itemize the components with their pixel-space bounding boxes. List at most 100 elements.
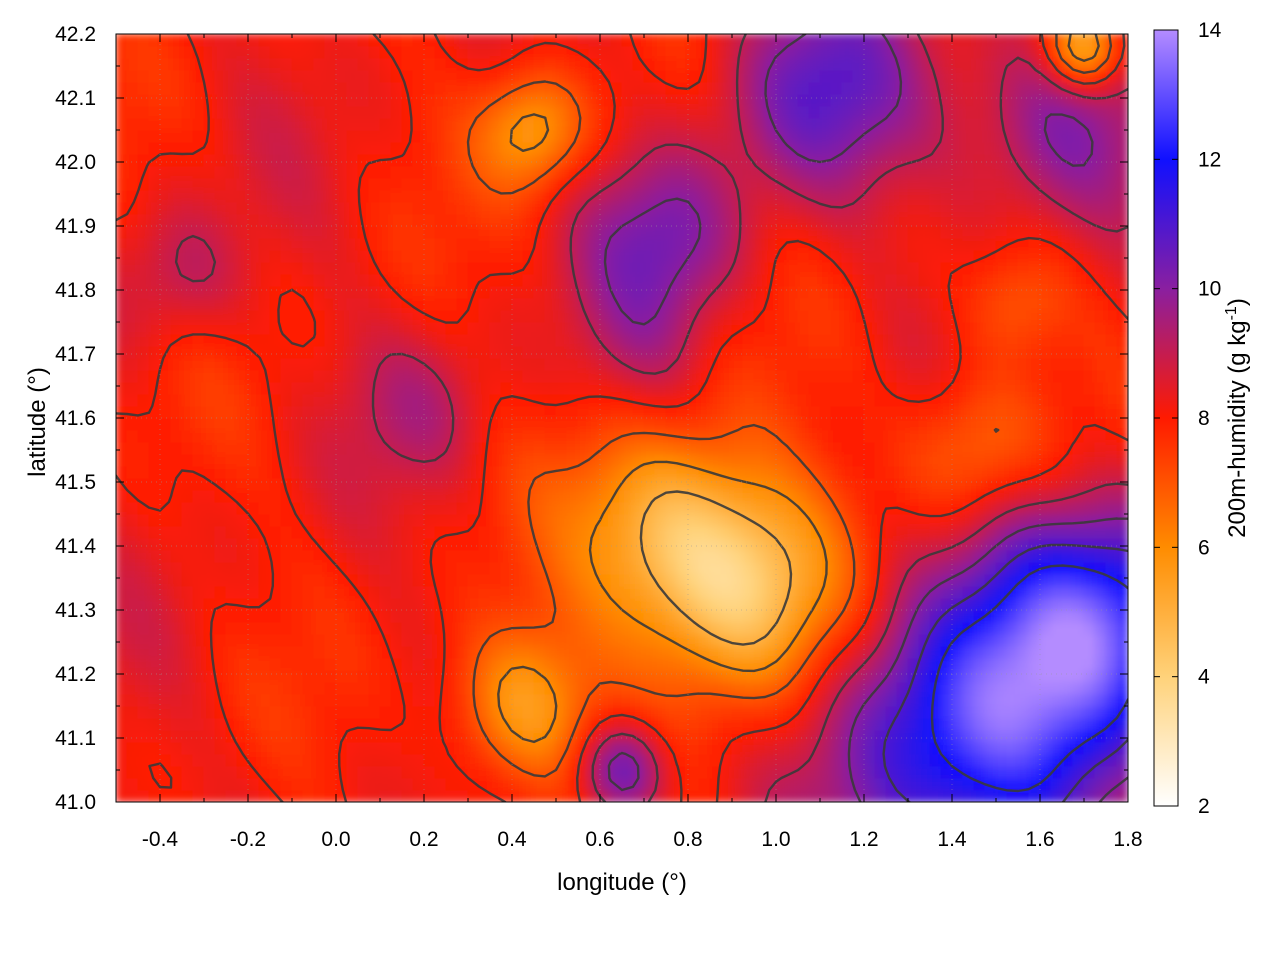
heat-cell xyxy=(544,333,557,347)
heat-cell xyxy=(687,165,700,179)
heat-cell xyxy=(786,693,799,707)
heat-cell xyxy=(698,165,711,179)
heat-cell xyxy=(1105,633,1118,647)
heat-cell xyxy=(379,261,392,275)
heat-cell xyxy=(467,393,480,407)
heat-cell xyxy=(1017,597,1030,611)
heat-cell xyxy=(918,465,931,479)
heat-cell xyxy=(709,381,722,395)
heat-cell xyxy=(203,705,216,719)
heat-cell xyxy=(192,345,205,359)
heat-cell xyxy=(445,777,458,791)
heat-cell xyxy=(599,165,612,179)
heat-cell xyxy=(423,273,436,287)
heat-cell xyxy=(500,381,513,395)
heat-cell xyxy=(423,417,436,431)
heat-cell xyxy=(148,621,161,635)
heat-cell xyxy=(1061,753,1074,767)
heat-cell xyxy=(544,501,557,515)
heat-cell xyxy=(116,561,128,575)
heat-cell xyxy=(951,513,964,527)
heat-cell xyxy=(588,417,601,431)
heat-cell xyxy=(830,549,843,563)
heat-cell xyxy=(478,765,491,779)
heat-cell xyxy=(291,561,304,575)
heat-cell xyxy=(973,597,986,611)
heat-cell xyxy=(116,141,128,155)
heat-cell xyxy=(1017,729,1030,743)
heat-cell xyxy=(357,645,370,659)
heat-cell xyxy=(896,405,909,419)
heat-cell xyxy=(324,165,337,179)
heat-cell xyxy=(852,441,865,455)
heat-cell xyxy=(225,513,238,527)
heat-cell xyxy=(313,669,326,683)
heat-cell xyxy=(335,405,348,419)
heat-cell xyxy=(1006,273,1019,287)
heat-cell xyxy=(137,273,150,287)
heat-cell xyxy=(1116,165,1128,179)
heat-cell xyxy=(951,213,964,227)
heat-cell xyxy=(203,549,216,563)
heat-cell xyxy=(621,561,634,575)
heat-cell xyxy=(192,741,205,755)
heat-cell xyxy=(346,573,359,587)
heat-cell xyxy=(577,777,590,791)
heat-cell xyxy=(709,549,722,563)
heat-cell xyxy=(621,285,634,299)
heat-cell xyxy=(456,693,469,707)
heat-cell xyxy=(555,525,568,539)
heat-cell xyxy=(313,561,326,575)
heat-cell xyxy=(918,501,931,515)
heat-cell xyxy=(247,789,260,802)
heat-cell xyxy=(621,789,634,802)
heat-cell xyxy=(1083,705,1096,719)
heat-cell xyxy=(808,537,821,551)
heat-cell xyxy=(544,165,557,179)
heat-cell xyxy=(247,693,260,707)
heat-cell xyxy=(896,345,909,359)
heat-cell xyxy=(148,693,161,707)
heat-cell xyxy=(214,789,227,802)
heat-cell xyxy=(346,549,359,563)
heat-cell xyxy=(786,537,799,551)
heat-cell xyxy=(918,381,931,395)
heat-cell xyxy=(698,189,711,203)
heat-cell xyxy=(1083,537,1096,551)
heat-cell xyxy=(302,765,315,779)
heat-cell xyxy=(1028,285,1041,299)
heat-cell xyxy=(577,417,590,431)
heat-cell xyxy=(632,441,645,455)
heat-cell xyxy=(423,177,436,191)
heat-cell xyxy=(533,441,546,455)
heat-cell xyxy=(214,357,227,371)
heat-cell xyxy=(830,165,843,179)
heat-cell xyxy=(247,561,260,575)
heat-cell xyxy=(555,585,568,599)
heat-cell xyxy=(357,345,370,359)
heat-cell xyxy=(511,573,524,587)
heat-cell xyxy=(434,285,447,299)
heat-cell xyxy=(302,681,315,695)
heat-cell xyxy=(566,561,579,575)
heat-cell xyxy=(643,441,656,455)
heat-cell xyxy=(555,453,568,467)
heat-cell xyxy=(225,441,238,455)
heat-cell xyxy=(269,333,282,347)
heat-cell xyxy=(456,417,469,431)
heat-cell xyxy=(588,633,601,647)
heat-cell xyxy=(346,357,359,371)
heat-cell xyxy=(445,297,458,311)
heat-cell xyxy=(698,477,711,491)
heat-cell xyxy=(786,333,799,347)
heat-cell xyxy=(478,321,491,335)
heat-cell xyxy=(577,237,590,251)
heat-cell xyxy=(742,453,755,467)
heat-cell xyxy=(225,261,238,275)
heat-cell xyxy=(291,777,304,791)
heat-cell xyxy=(258,489,271,503)
heat-cell xyxy=(302,213,315,227)
heat-cell xyxy=(434,477,447,491)
heat-cell xyxy=(533,369,546,383)
heat-cell xyxy=(214,765,227,779)
